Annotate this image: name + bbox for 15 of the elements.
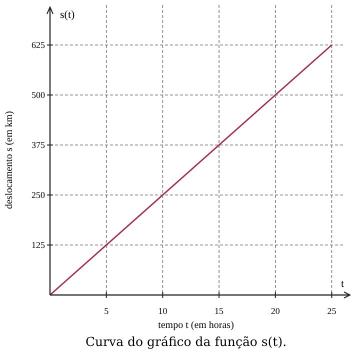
annotation: t <box>341 278 344 290</box>
x-tick-label: 25 <box>327 306 337 316</box>
y-tick-label: 375 <box>32 140 46 150</box>
y-axis-title: deslocamento s (em km) <box>4 110 15 210</box>
y-tick-label: 250 <box>32 190 46 200</box>
annotation: s(t) <box>60 9 75 21</box>
y-tick-label: 500 <box>32 90 46 100</box>
x-tick-label: 15 <box>214 306 224 316</box>
x-tick-label: 5 <box>104 306 110 316</box>
text: Curva do gráfico da função s(t). <box>85 334 287 349</box>
x-tick-label: 20 <box>270 306 280 316</box>
y-tick-label: 625 <box>32 40 46 50</box>
x-tick-label: 10 <box>158 306 168 316</box>
y-tick-label: 125 <box>32 240 46 250</box>
x-axis-title: tempo t (em horas) <box>158 320 234 331</box>
